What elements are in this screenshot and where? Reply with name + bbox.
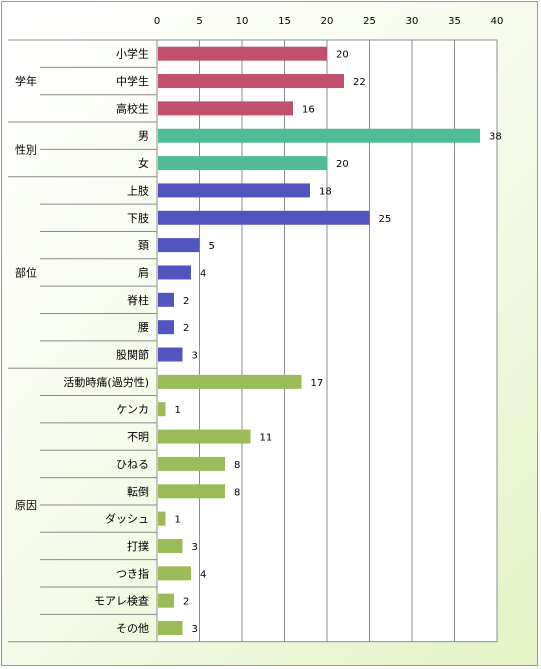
x-tick-label: 25 — [363, 16, 376, 27]
bar — [158, 621, 183, 636]
category-label: ダッシュ — [105, 512, 149, 526]
data-label: 22 — [353, 77, 366, 88]
bar — [158, 484, 225, 499]
bar — [158, 156, 327, 171]
category-label: 転倒 — [127, 485, 149, 498]
data-label: 4 — [200, 569, 206, 580]
bar — [158, 210, 370, 225]
bar — [158, 347, 183, 362]
x-tick-label: 5 — [196, 16, 202, 27]
bar — [158, 593, 174, 608]
category-label: 小学生 — [116, 47, 149, 61]
x-tick-label: 40 — [491, 16, 504, 27]
category-label: その他 — [116, 622, 149, 635]
data-label: 1 — [175, 405, 181, 416]
bar — [158, 128, 480, 143]
category-label: 股関節 — [116, 348, 149, 362]
bar — [158, 402, 166, 417]
bar — [158, 538, 183, 553]
bar — [158, 46, 327, 61]
data-label: 20 — [336, 50, 349, 61]
data-label: 2 — [183, 597, 189, 608]
category-label: つき指 — [116, 566, 149, 580]
category-label: 肩 — [138, 265, 149, 279]
data-label: 4 — [200, 268, 206, 279]
category-label: 中学生 — [116, 74, 149, 88]
category-label: 活動時痛(過労性) — [63, 375, 149, 389]
data-label: 3 — [192, 351, 198, 362]
x-tick-label: 10 — [236, 16, 249, 27]
category-label: 腰 — [138, 321, 149, 334]
group-label: 原因 — [15, 499, 37, 512]
group-label: 学年 — [15, 74, 37, 88]
bar — [158, 374, 302, 389]
category-label: 上肢 — [127, 183, 149, 197]
data-label: 38 — [489, 132, 502, 143]
data-label: 2 — [183, 323, 189, 334]
group-label: 部位 — [15, 265, 37, 279]
data-label: 2 — [183, 296, 189, 307]
x-tick-label: 30 — [406, 16, 419, 27]
data-label: 20 — [336, 159, 349, 170]
category-label: 男 — [138, 130, 149, 143]
data-label: 8 — [234, 460, 240, 471]
bar — [158, 238, 200, 253]
data-label: 3 — [192, 624, 198, 635]
category-label: ケンカ — [116, 403, 149, 416]
category-label: 頚 — [138, 239, 149, 252]
group-label: 性別 — [15, 142, 37, 156]
bar — [158, 320, 174, 335]
data-label: 18 — [319, 186, 332, 197]
x-tick-label: 20 — [321, 16, 334, 27]
category-label: 下肢 — [127, 211, 149, 225]
data-label: 11 — [260, 433, 273, 444]
category-label: ひねる — [116, 458, 149, 471]
category-label: 脊柱 — [127, 293, 149, 307]
category-label: 打撲 — [127, 539, 149, 553]
data-label: 3 — [192, 542, 198, 553]
category-label: 女 — [138, 156, 149, 170]
category-label: 高校生 — [116, 101, 149, 115]
data-label: 16 — [302, 104, 315, 115]
bar — [158, 511, 166, 526]
bar — [158, 456, 225, 471]
bar — [158, 429, 251, 444]
bar — [158, 101, 293, 116]
x-tick-label: 0 — [154, 16, 160, 27]
bar — [158, 566, 191, 581]
bar — [158, 74, 344, 89]
data-label: 8 — [234, 487, 240, 498]
bar — [158, 183, 310, 198]
bar — [158, 292, 174, 307]
x-tick-label: 35 — [448, 16, 461, 27]
data-label: 5 — [209, 241, 215, 252]
category-label: 不明 — [127, 431, 149, 444]
bar — [158, 265, 191, 280]
data-label: 25 — [379, 214, 392, 225]
data-label: 17 — [311, 378, 324, 389]
x-tick-label: 15 — [278, 16, 291, 27]
category-label: モアレ検査 — [94, 594, 149, 608]
data-label: 1 — [175, 515, 181, 526]
